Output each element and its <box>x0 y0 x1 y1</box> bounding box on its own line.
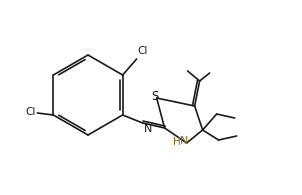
Text: H: H <box>173 137 181 147</box>
Text: S: S <box>151 90 158 103</box>
Text: Cl: Cl <box>138 46 148 56</box>
Text: N: N <box>179 136 188 146</box>
Text: Cl: Cl <box>25 107 35 117</box>
Text: N: N <box>144 124 152 134</box>
